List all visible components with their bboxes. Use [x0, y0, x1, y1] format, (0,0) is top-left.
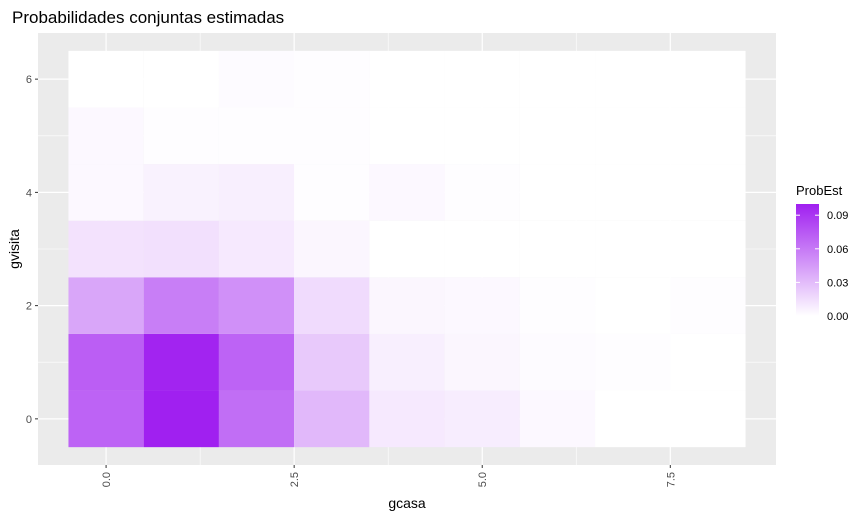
heatmap-tile — [444, 220, 520, 278]
heatmap-tile — [294, 164, 370, 221]
heatmap-tile — [294, 390, 370, 448]
heatmap-tile — [68, 390, 144, 448]
heatmap-tile — [595, 164, 671, 221]
heatmap-tile — [595, 333, 671, 391]
x-tick-label: 0.0 — [101, 472, 113, 487]
x-axis: 0.0 2.5 5.0 7.5 — [101, 465, 677, 487]
y-axis: 0 2 4 6 — [26, 74, 38, 426]
heatmap-tile — [519, 50, 596, 108]
heatmap-tile — [670, 220, 746, 278]
heatmap-tile — [519, 333, 596, 391]
heatmap-tile — [519, 390, 596, 448]
x-tick-label: 2.5 — [289, 472, 301, 487]
y-tick-label: 4 — [26, 187, 32, 199]
heatmap-tile — [670, 107, 746, 165]
x-tick-label: 7.5 — [665, 472, 677, 487]
heatmap-tile — [369, 277, 445, 334]
heatmap-tile — [218, 333, 295, 391]
heatmap-tile — [670, 164, 746, 221]
legend-title: ProbEst — [796, 183, 843, 198]
y-tick-label: 6 — [26, 74, 32, 86]
heatmap-tile — [294, 333, 370, 391]
heatmap-tile — [143, 164, 219, 221]
heatmap-tile — [143, 333, 219, 391]
heatmap-tile — [595, 390, 671, 448]
heatmap-tile — [143, 277, 219, 334]
heatmap-tile — [294, 50, 370, 108]
legend-colorbar — [796, 204, 819, 316]
heatmap-tile — [444, 50, 520, 108]
heatmap-tile — [68, 164, 144, 221]
heatmap-tile — [444, 390, 520, 448]
heatmap-tile — [519, 277, 596, 334]
heatmap-tile — [218, 390, 295, 448]
heatmap-tile — [369, 390, 445, 448]
heatmap-tile — [670, 277, 746, 334]
heatmap-tile — [218, 107, 295, 165]
heatmap-tile — [595, 220, 671, 278]
legend-label: 0.00 — [827, 311, 848, 323]
heatmap-tile — [595, 50, 671, 108]
heatmap-tile — [68, 220, 144, 278]
y-tick-label: 0 — [26, 414, 32, 426]
heatmap-tile — [68, 107, 144, 165]
heatmap-tile — [670, 50, 746, 108]
legend-label: 0.09 — [827, 210, 848, 222]
y-axis-title: gvisita — [6, 229, 22, 269]
heatmap-tile — [670, 333, 746, 391]
x-tick-label: 5.0 — [477, 472, 489, 487]
x-axis-title: gcasa — [388, 495, 426, 511]
y-tick-label: 2 — [26, 301, 32, 313]
heatmap-tile — [444, 277, 520, 334]
heatmap-tile — [294, 220, 370, 278]
heatmap-tile — [519, 107, 596, 165]
heatmap-tile — [519, 164, 596, 221]
heatmap-tile — [218, 277, 295, 334]
heatmap-tile — [595, 277, 671, 334]
heatmap-tile — [143, 50, 219, 108]
heatmap-tile — [444, 107, 520, 165]
heatmap-tile — [218, 50, 295, 108]
heatmap-tile — [68, 50, 144, 108]
heatmap-tile — [519, 220, 596, 278]
heatmap-tile — [143, 107, 219, 165]
heatmap-tile — [369, 164, 445, 221]
heatmap-tile — [143, 390, 219, 448]
heatmap-tile — [218, 220, 295, 278]
heatmap-tile — [444, 333, 520, 391]
legend-breaks: 0.00 0.03 0.06 0.09 — [796, 210, 848, 323]
heatmap-tile — [143, 220, 219, 278]
legend-label: 0.03 — [827, 277, 848, 289]
heatmap-tile — [369, 333, 445, 391]
heatmap-tile — [218, 164, 295, 221]
heatmap-tile — [68, 333, 144, 391]
heatmap-tile — [294, 277, 370, 334]
legend: ProbEst 0.00 0.03 0.06 0.09 — [796, 183, 848, 323]
heatmap-tile — [444, 164, 520, 221]
heatmap-tile — [595, 107, 671, 165]
heatmap-tile — [369, 107, 445, 165]
legend-label: 0.06 — [827, 244, 848, 256]
heatmap-tile — [294, 107, 370, 165]
heatmap-tile — [369, 50, 445, 108]
heatmap-tile — [670, 390, 746, 448]
chart-title: Probabilidades conjuntas estimadas — [12, 8, 284, 27]
heatmap-tiles — [68, 50, 746, 448]
heatmap-tile — [68, 277, 144, 334]
heatmap-tile — [369, 220, 445, 278]
